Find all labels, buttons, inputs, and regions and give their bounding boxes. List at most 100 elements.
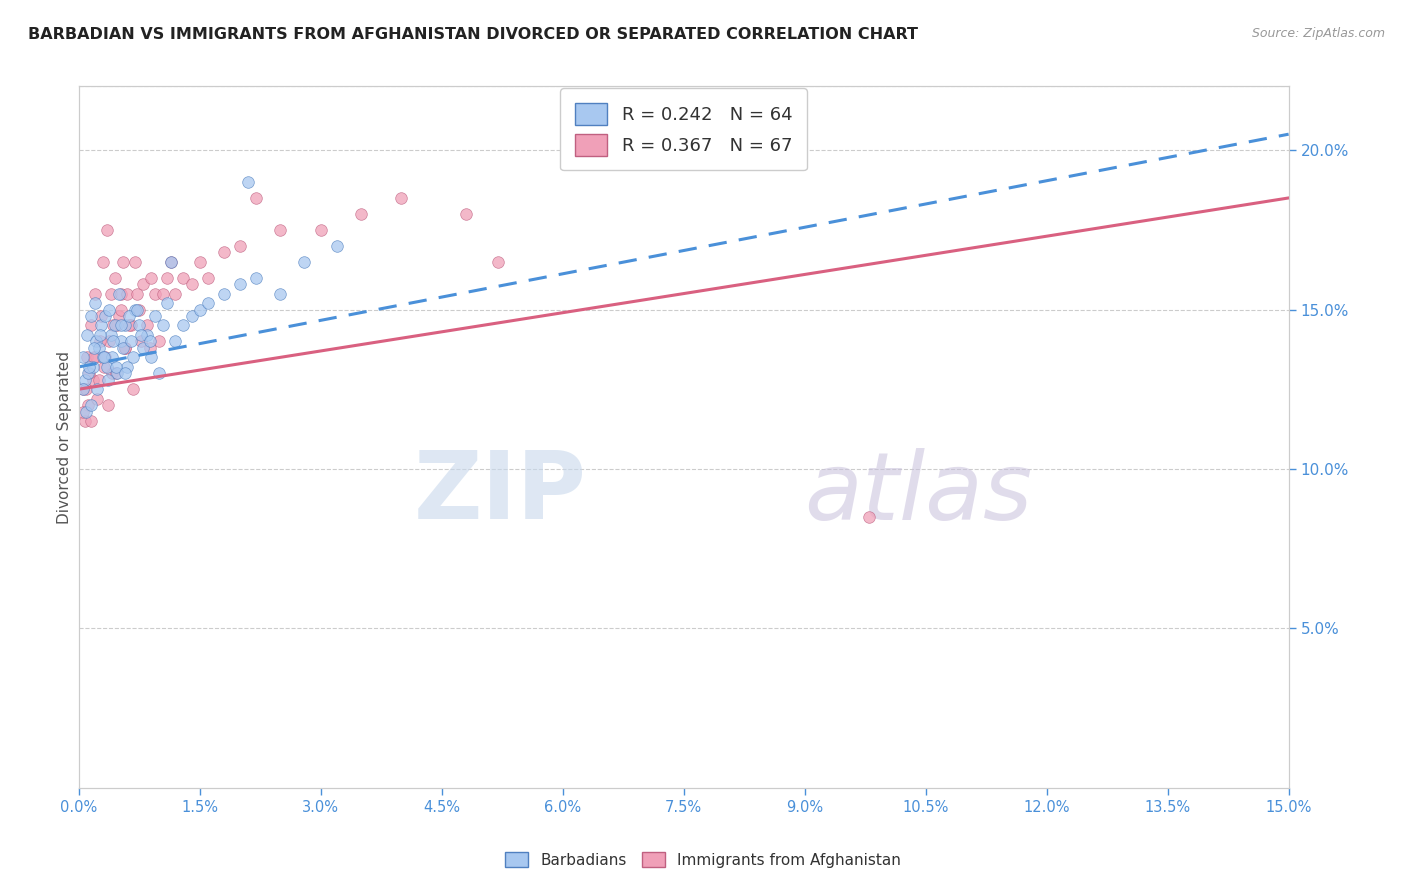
Point xyxy=(143,286,166,301)
Point xyxy=(141,351,163,365)
Point xyxy=(148,366,170,380)
Point xyxy=(229,239,252,253)
Text: ZIP: ZIP xyxy=(413,447,586,539)
Point xyxy=(148,334,170,349)
Point xyxy=(114,341,136,355)
Point xyxy=(236,175,259,189)
Legend: R = 0.242   N = 64, R = 0.367   N = 67: R = 0.242 N = 64, R = 0.367 N = 67 xyxy=(561,88,807,170)
Point xyxy=(350,207,373,221)
Point xyxy=(105,359,128,374)
Point xyxy=(86,334,108,349)
Point xyxy=(72,382,94,396)
Point xyxy=(103,318,125,333)
Point xyxy=(120,334,142,349)
Point xyxy=(80,398,103,412)
Point xyxy=(118,309,141,323)
Point xyxy=(83,296,105,310)
Point xyxy=(120,318,142,333)
Point xyxy=(77,398,100,412)
Point xyxy=(131,334,153,349)
Point xyxy=(212,286,235,301)
Point xyxy=(91,351,114,365)
Point xyxy=(114,318,136,333)
Point xyxy=(93,351,115,365)
Point xyxy=(104,270,127,285)
Point xyxy=(138,334,160,349)
Point xyxy=(156,296,179,310)
Point xyxy=(72,382,94,396)
Point xyxy=(75,382,97,396)
Point xyxy=(96,359,118,374)
Point xyxy=(94,309,117,323)
Point xyxy=(77,359,100,374)
Point xyxy=(111,341,134,355)
Point xyxy=(110,318,132,333)
Point xyxy=(165,334,187,349)
Point xyxy=(132,277,155,291)
Point xyxy=(143,309,166,323)
Point xyxy=(188,254,211,268)
Point xyxy=(83,341,105,355)
Point xyxy=(97,373,120,387)
Point xyxy=(115,286,138,301)
Point xyxy=(101,366,124,380)
Point xyxy=(269,223,291,237)
Point xyxy=(269,286,291,301)
Point xyxy=(90,309,112,323)
Point xyxy=(294,254,316,268)
Point xyxy=(165,286,187,301)
Point xyxy=(93,359,115,374)
Point xyxy=(136,328,159,343)
Point xyxy=(110,334,132,349)
Point xyxy=(83,286,105,301)
Point xyxy=(77,366,100,380)
Point xyxy=(114,341,136,355)
Point xyxy=(110,286,132,301)
Point xyxy=(245,191,267,205)
Point xyxy=(212,245,235,260)
Point xyxy=(82,373,104,387)
Point xyxy=(486,254,509,268)
Point xyxy=(858,509,880,524)
Point xyxy=(79,309,101,323)
Point xyxy=(86,351,108,365)
Point xyxy=(105,366,128,380)
Point xyxy=(127,286,149,301)
Point xyxy=(101,351,124,365)
Point xyxy=(197,270,219,285)
Point xyxy=(136,318,159,333)
Point xyxy=(96,223,118,237)
Point xyxy=(94,351,117,365)
Point xyxy=(138,341,160,355)
Point xyxy=(325,239,347,253)
Point xyxy=(127,302,149,317)
Point xyxy=(75,404,97,418)
Point xyxy=(87,373,110,387)
Point xyxy=(131,328,153,343)
Point xyxy=(86,382,108,396)
Point xyxy=(79,318,101,333)
Point xyxy=(128,302,150,317)
Point xyxy=(73,414,96,428)
Point xyxy=(121,382,143,396)
Point xyxy=(72,351,94,365)
Point xyxy=(172,270,194,285)
Point xyxy=(82,359,104,374)
Point xyxy=(118,318,141,333)
Point xyxy=(105,318,128,333)
Point xyxy=(100,328,122,343)
Point xyxy=(110,302,132,317)
Point xyxy=(83,351,105,365)
Point xyxy=(197,296,219,310)
Point xyxy=(309,223,332,237)
Point xyxy=(454,207,477,221)
Point xyxy=(89,328,111,343)
Point xyxy=(98,334,121,349)
Point xyxy=(124,254,146,268)
Point xyxy=(90,318,112,333)
Point xyxy=(80,414,103,428)
Point xyxy=(152,286,174,301)
Point xyxy=(124,302,146,317)
Point xyxy=(121,351,143,365)
Text: atlas: atlas xyxy=(804,448,1033,539)
